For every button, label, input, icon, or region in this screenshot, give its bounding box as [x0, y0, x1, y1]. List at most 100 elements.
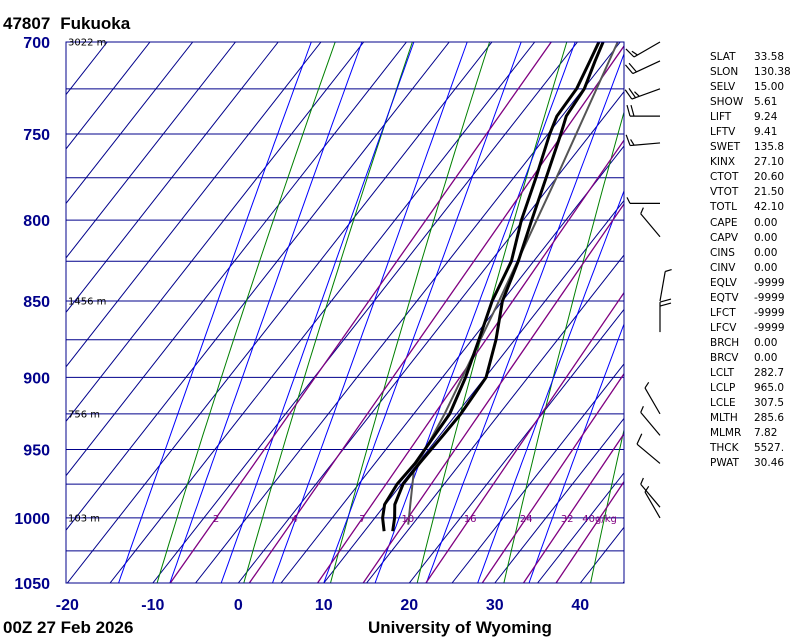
index-value: 20.60 [754, 171, 785, 184]
observation-time: 00Z 27 Feb 2026 [3, 618, 133, 637]
index-value: 0.00 [754, 261, 778, 274]
moist-adiabat [477, 189, 624, 583]
background-grid [0, 42, 624, 583]
index-row: SELV 15.00 [710, 80, 791, 95]
mixing-ratio-label: 24 [520, 514, 533, 525]
index-key: TOTL [710, 201, 737, 214]
moist-adiabat [169, 42, 363, 583]
index-key: CAPV [710, 231, 739, 244]
pressure-tick-label: 1000 [14, 511, 50, 528]
mixing-ratio-label: 4 [291, 514, 297, 525]
height-label: 3022 m [68, 38, 106, 49]
index-row: LFCV -9999 [710, 321, 791, 336]
mixing-ratio-line [425, 291, 624, 583]
index-row: CTOT 20.60 [710, 170, 791, 185]
index-key: LCLP [710, 382, 736, 395]
height-label: 1456 m [68, 297, 106, 308]
height-label: 756 m [68, 409, 100, 420]
isotherm [66, 42, 108, 96]
wind-barb [640, 477, 661, 508]
isotherm [195, 42, 621, 583]
isotherm [408, 308, 624, 583]
moist-adiabat [118, 42, 312, 583]
temperature-tick-label: 10 [315, 597, 333, 614]
index-key: LFTV [710, 126, 736, 139]
isotherm [0, 42, 22, 583]
isotherm [152, 42, 578, 583]
index-row: LFCT -9999 [710, 306, 791, 321]
index-value: 0.00 [754, 336, 778, 349]
isotherm [66, 42, 236, 259]
mixing-ratio-line [522, 432, 624, 583]
moist-adiabat [323, 42, 522, 583]
mixing-ratio-line [362, 202, 624, 583]
index-row: TOTL 42.10 [710, 200, 791, 215]
station-name: Fukuoka [60, 14, 130, 33]
wind-barb [659, 298, 672, 333]
index-key: KINX [710, 156, 736, 169]
pressure-tick-label: 750 [23, 127, 50, 144]
pressure-tick-label: 800 [23, 213, 50, 230]
index-key: MLMR [710, 427, 742, 440]
wind-barb [644, 381, 661, 415]
index-row: CINV 0.00 [710, 261, 791, 276]
index-value: 0.00 [754, 216, 778, 229]
index-key: LCLE [710, 397, 736, 410]
index-key: SWET [710, 141, 741, 154]
index-key: SLON [710, 66, 739, 79]
parcel-path [407, 42, 619, 525]
index-key: CAPE [710, 216, 738, 229]
index-row: EQLV -9999 [710, 276, 791, 291]
temperature-axis-labels: -20 -10 0 10 20 30 40 [56, 597, 590, 614]
index-value: 27.10 [754, 156, 785, 169]
index-key: LCLT [710, 366, 734, 379]
index-row: BRCH 0.00 [710, 336, 791, 351]
mixing-ratio-line [481, 372, 624, 583]
index-row: SLON 130.38 [710, 65, 791, 80]
index-value: -9999 [754, 276, 785, 289]
dewpoint-profile [381, 42, 601, 532]
moist-adiabat [374, 42, 576, 583]
index-key: EQTV [710, 291, 739, 304]
isotherm [537, 472, 624, 583]
index-key: MLTH [710, 412, 738, 425]
isotherm [66, 42, 279, 314]
index-row: LCLE 307.5 [710, 396, 791, 411]
index-row: LCLP 965.0 [710, 381, 791, 396]
index-value: 307.5 [754, 397, 785, 410]
index-row: KINX 27.10 [710, 155, 791, 170]
isotherm [494, 417, 624, 583]
sounding-profiles [381, 42, 619, 532]
dry-adiabat [243, 42, 413, 583]
mixing-ratio-label: 2 [213, 514, 219, 525]
index-value: 9.41 [754, 126, 778, 139]
index-row: SHOW 5.61 [710, 95, 791, 110]
index-value: 21.50 [754, 186, 785, 199]
index-value: 282.7 [754, 366, 785, 379]
mixing-ratio-lines [169, 42, 624, 583]
index-key: LFCV [710, 321, 737, 334]
index-row: LCLT 282.7 [710, 366, 791, 381]
pressure-tick-label: 850 [23, 294, 50, 311]
index-value: 7.82 [754, 427, 778, 440]
index-row: THCK 5527. [710, 441, 791, 456]
index-value: 42.10 [754, 201, 785, 214]
index-row: LIFT 9.24 [710, 110, 791, 125]
index-value: 130.38 [754, 66, 791, 79]
wind-barb [659, 269, 672, 302]
index-row: SLAT 33.58 [710, 50, 791, 65]
index-value: 33.58 [754, 51, 785, 63]
wind-barb [625, 41, 661, 58]
isotherm [451, 363, 624, 583]
index-value: 0.00 [754, 246, 778, 259]
moist-adiabat [528, 322, 624, 583]
index-value: 5527. [754, 442, 785, 455]
isotherm [323, 199, 624, 583]
index-value: -9999 [754, 291, 785, 304]
index-key: BRCV [710, 351, 739, 364]
height-labels: 3022 m 1456 m 756 m 103 m [68, 38, 106, 525]
temperature-tick-label: -20 [56, 597, 79, 614]
index-row: CINS 0.00 [710, 246, 791, 261]
index-row: BRCV 0.00 [710, 351, 791, 366]
